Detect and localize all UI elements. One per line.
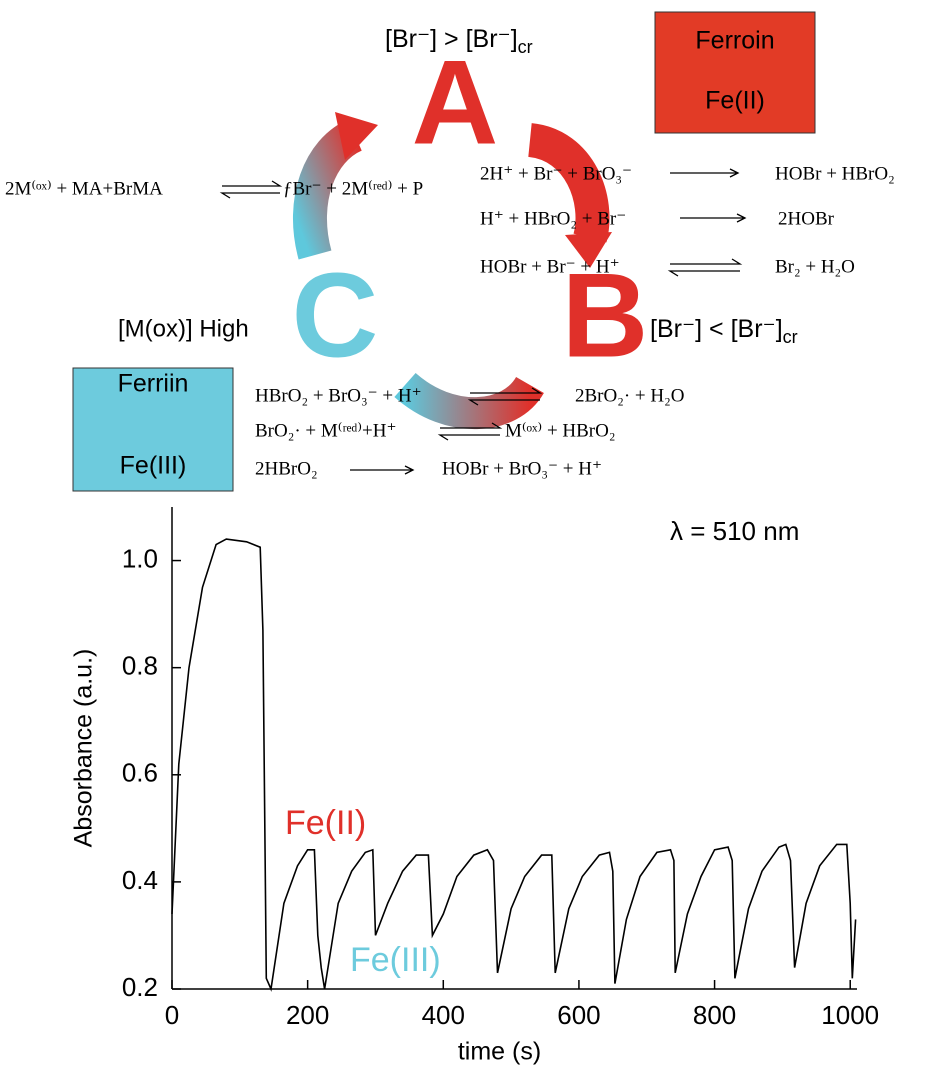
box-text: Fe(III) <box>120 452 187 480</box>
x-axis-title: time (s) <box>458 1038 541 1066</box>
equation-left: 2H⁺ + Br⁻ + BrO₃⁻ <box>480 163 632 184</box>
x-tick-label: 1000 <box>821 1000 879 1030</box>
mox-label: [M(ox)] High <box>118 315 249 342</box>
equation-right: ƒBr⁻ + 2M⁽ʳᵉᵈ⁾ + P <box>283 178 423 199</box>
x-tick-label: 0 <box>165 1000 179 1030</box>
box-text: Ferriin <box>118 370 189 398</box>
equation-right: M⁽ᵒˣ⁾ + HBrO₂ <box>505 420 615 441</box>
x-tick-label: 600 <box>557 1000 600 1030</box>
data-line <box>171 538 857 992</box>
x-tick-label: 800 <box>693 1000 736 1030</box>
equation-right: 2BrO₂· + H₂O <box>575 385 684 406</box>
equation-right: Br₂ + H₂O <box>775 256 855 277</box>
y-tick-label: 0.4 <box>122 865 158 895</box>
ferriin-box <box>72 367 234 492</box>
equation-right: 2HOBr <box>778 208 835 229</box>
annotation: Fe(III) <box>350 941 441 979</box>
x-tick-label: 400 <box>422 1000 465 1030</box>
equation-left: BrO₂· + M⁽ʳᵉᵈ⁾+H⁺ <box>255 420 397 441</box>
equation-left: H⁺ + HBrO₂ + Br⁻ <box>480 208 626 229</box>
stage-c: C <box>292 249 379 383</box>
y-tick-label: 0.6 <box>122 758 158 788</box>
y-axis-title: Absorbance (a.u.) <box>70 649 98 848</box>
y-tick-label: 0.8 <box>122 651 158 681</box>
y-tick-label: 0.2 <box>122 972 158 1002</box>
equation-left: HOBr + Br⁻ + H⁺ <box>480 256 620 277</box>
condition-low: [Br⁻] < [Br⁻]cr <box>650 315 798 347</box>
equation-right: HOBr + BrO₃⁻ + H⁺ <box>442 458 602 479</box>
box-text: Ferroin <box>695 27 774 55</box>
x-tick-label: 200 <box>286 1000 329 1030</box>
stage-a: A <box>412 36 499 170</box>
box-text: Fe(II) <box>705 87 765 115</box>
annotation: Fe(II) <box>285 804 366 842</box>
equation-left: HBrO₂ + BrO₃⁻ + H⁺ <box>255 385 422 406</box>
annotation: λ = 510 nm <box>670 516 799 546</box>
equation-arrows <box>219 168 747 475</box>
cycle-arrows <box>292 112 612 430</box>
equation-right: HOBr + HBrO₂ <box>775 163 895 184</box>
equation-left: 2HBrO₂ <box>255 458 318 479</box>
ferroin-box <box>654 11 816 134</box>
stage-b: B <box>562 249 649 383</box>
equation-left: 2M⁽ᵒˣ⁾ + MA+BrMA <box>5 178 163 199</box>
y-tick-label: 1.0 <box>122 543 158 573</box>
condition-high: [Br⁻] > [Br⁻]cr <box>385 25 533 57</box>
